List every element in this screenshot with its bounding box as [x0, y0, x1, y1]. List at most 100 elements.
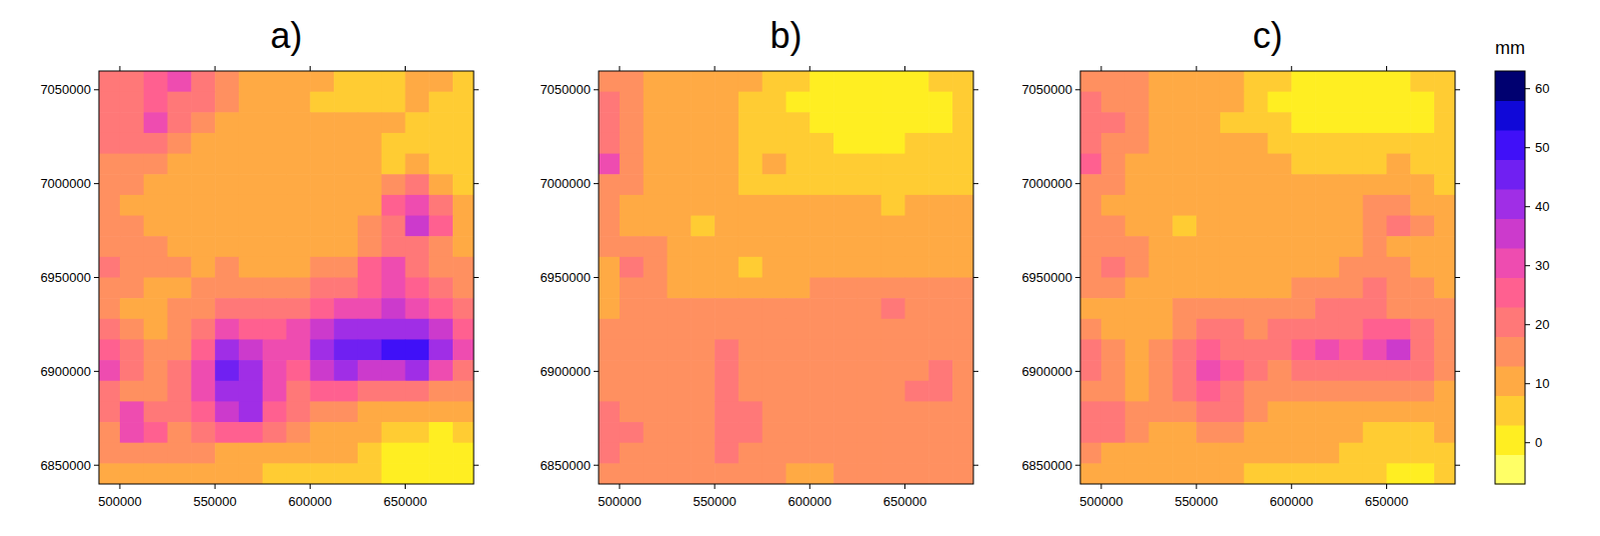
colorbar-band — [1495, 454, 1526, 485]
cell — [190, 173, 215, 195]
cell — [119, 359, 144, 381]
cell — [857, 215, 882, 237]
cell — [904, 359, 929, 381]
cell — [857, 297, 882, 319]
cell — [1149, 215, 1174, 237]
cell — [1315, 380, 1340, 402]
cell — [904, 297, 929, 319]
cell — [714, 256, 739, 278]
cell — [738, 194, 763, 216]
cell — [262, 132, 287, 154]
cell — [1080, 153, 1103, 175]
cell — [881, 194, 906, 216]
cell — [928, 111, 953, 133]
cell — [714, 132, 739, 154]
cell — [262, 338, 287, 360]
cell — [1291, 442, 1316, 464]
cell — [143, 421, 168, 443]
cell — [404, 256, 429, 278]
cell — [1339, 235, 1364, 257]
cell — [643, 421, 668, 443]
cell — [928, 442, 953, 464]
cell — [690, 153, 715, 175]
cell — [98, 235, 121, 257]
cell — [667, 153, 692, 175]
cell — [309, 277, 334, 299]
cell — [1268, 91, 1293, 113]
cell — [286, 297, 311, 319]
cell — [1363, 132, 1388, 154]
cell — [786, 235, 811, 257]
cell — [762, 400, 787, 422]
y-tick — [93, 88, 99, 90]
cells — [98, 70, 474, 484]
cell — [404, 338, 429, 360]
cell — [1149, 173, 1174, 195]
cell — [286, 235, 311, 257]
cell — [667, 70, 692, 92]
cell — [833, 194, 858, 216]
cell — [238, 153, 263, 175]
cell — [1434, 318, 1456, 340]
cell — [714, 194, 739, 216]
y-tick — [93, 464, 99, 466]
cell — [1196, 462, 1221, 484]
cell — [309, 297, 334, 319]
cell — [643, 91, 668, 113]
x-tick-label: 550000 — [692, 493, 736, 509]
cell — [1125, 153, 1150, 175]
cell — [262, 235, 287, 257]
cell — [904, 70, 929, 92]
cell — [1220, 318, 1245, 340]
cell — [119, 111, 144, 133]
cell — [1363, 194, 1388, 216]
cell — [1172, 132, 1197, 154]
cell — [1196, 235, 1221, 257]
cell — [1080, 111, 1103, 133]
cell — [1125, 442, 1150, 464]
cell — [1196, 132, 1221, 154]
cell — [262, 153, 287, 175]
cell — [1149, 111, 1174, 133]
cell — [1268, 194, 1293, 216]
cell — [214, 318, 239, 340]
cell — [262, 194, 287, 216]
cell — [1410, 421, 1435, 443]
cell — [214, 277, 239, 299]
cell — [309, 235, 334, 257]
cell — [738, 442, 763, 464]
cell — [404, 380, 429, 402]
cell — [833, 235, 858, 257]
cell — [333, 91, 358, 113]
cell — [1220, 359, 1245, 381]
cell — [714, 442, 739, 464]
cell — [1339, 421, 1364, 443]
cell — [309, 91, 334, 113]
cell — [786, 318, 811, 340]
cell — [881, 462, 906, 484]
cell — [1339, 380, 1364, 402]
cell — [857, 318, 882, 340]
cell — [857, 421, 882, 443]
cell — [1172, 70, 1197, 92]
cell — [333, 111, 358, 133]
cell — [667, 277, 692, 299]
cell — [1291, 338, 1316, 360]
cell — [1315, 359, 1340, 381]
cell — [1149, 153, 1174, 175]
cell — [881, 91, 906, 113]
cell — [1363, 256, 1388, 278]
cell — [1434, 91, 1456, 113]
cell — [690, 442, 715, 464]
cell — [238, 235, 263, 257]
cell — [262, 462, 287, 484]
cell — [428, 338, 453, 360]
cell — [1244, 215, 1269, 237]
cell — [1363, 215, 1388, 237]
cell — [452, 194, 474, 216]
cell — [333, 359, 358, 381]
cell — [98, 421, 121, 443]
cell — [214, 70, 239, 92]
y-tick — [593, 276, 599, 278]
cell — [809, 70, 834, 92]
